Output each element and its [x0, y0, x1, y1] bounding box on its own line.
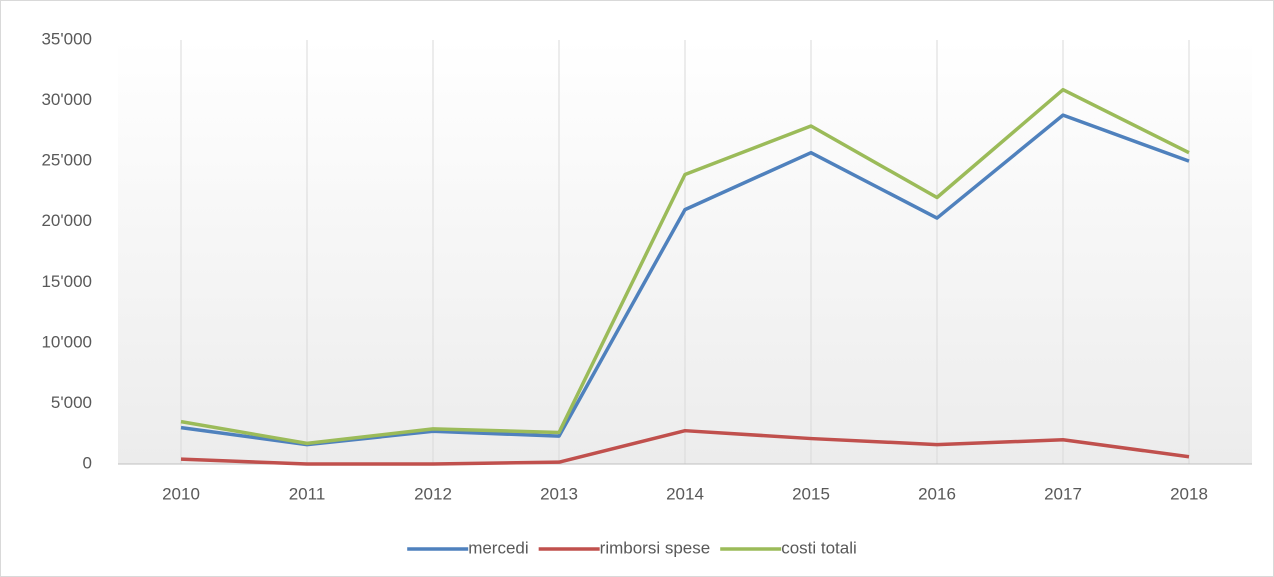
x-tick-label: 2015	[792, 484, 830, 503]
x-tick-label: 2010	[162, 484, 200, 503]
series-line	[180, 428, 1190, 466]
x-tick-label: 2013	[540, 484, 578, 503]
y-tick-label: 30'000	[41, 90, 92, 109]
x-tick-label: 2011	[289, 484, 326, 503]
x-tick-label: 2018	[1170, 484, 1208, 503]
series-line	[180, 87, 1190, 446]
y-tick-label: 0	[83, 453, 92, 472]
x-tick-label: 2016	[918, 484, 956, 503]
y-tick-label: 15'000	[41, 272, 92, 291]
x-tick-label: 2017	[1044, 484, 1082, 503]
y-tick-label: 20'000	[41, 211, 92, 230]
legend-label: mercedi	[468, 538, 528, 557]
legend-label: costi totali	[781, 538, 857, 557]
legend-label: rimborsi spese	[600, 538, 711, 557]
y-tick-label: 10'000	[41, 332, 92, 351]
y-tick-label: 5'000	[51, 393, 92, 412]
x-tick-label: 2014	[666, 484, 704, 503]
y-tick-label: 25'000	[41, 151, 92, 170]
y-tick-label: 35'000	[41, 29, 92, 48]
x-tick-label: 2012	[414, 484, 452, 503]
